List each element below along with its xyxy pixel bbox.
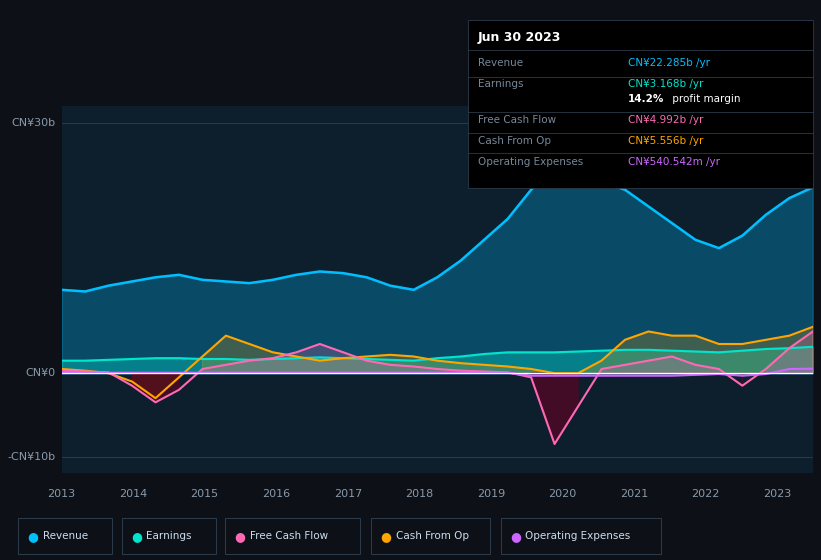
Text: CN¥3.168b /yr: CN¥3.168b /yr	[628, 79, 704, 89]
Text: Cash From Op: Cash From Op	[478, 136, 551, 146]
Text: 2020: 2020	[548, 489, 576, 499]
Text: Cash From Op: Cash From Op	[396, 531, 469, 541]
Text: Revenue: Revenue	[478, 58, 523, 68]
Text: 2014: 2014	[119, 489, 147, 499]
Text: 2017: 2017	[333, 489, 362, 499]
Text: ●: ●	[510, 530, 521, 543]
Text: 2023: 2023	[763, 489, 791, 499]
Text: 2015: 2015	[190, 489, 218, 499]
Text: profit margin: profit margin	[669, 95, 741, 105]
Text: 2018: 2018	[406, 489, 433, 499]
Text: Earnings: Earnings	[146, 531, 191, 541]
Text: 2013: 2013	[48, 489, 76, 499]
Text: 2021: 2021	[620, 489, 648, 499]
Text: Jun 30 2023: Jun 30 2023	[478, 31, 562, 44]
Text: ●: ●	[131, 530, 142, 543]
Text: 2022: 2022	[691, 489, 720, 499]
Text: 14.2%: 14.2%	[628, 95, 664, 105]
Text: Free Cash Flow: Free Cash Flow	[478, 115, 556, 125]
Text: Operating Expenses: Operating Expenses	[478, 157, 583, 167]
Text: 2016: 2016	[262, 489, 291, 499]
Text: Free Cash Flow: Free Cash Flow	[250, 531, 328, 541]
Text: Operating Expenses: Operating Expenses	[525, 531, 631, 541]
Text: CN¥540.542m /yr: CN¥540.542m /yr	[628, 157, 720, 167]
Text: Earnings: Earnings	[478, 79, 523, 89]
Text: ●: ●	[234, 530, 245, 543]
Text: CN¥4.992b /yr: CN¥4.992b /yr	[628, 115, 704, 125]
Text: ●: ●	[380, 530, 392, 543]
Text: CN¥22.285b /yr: CN¥22.285b /yr	[628, 58, 710, 68]
Text: ●: ●	[27, 530, 39, 543]
Text: Revenue: Revenue	[43, 531, 88, 541]
Text: CN¥0: CN¥0	[25, 368, 56, 378]
Text: CN¥30b: CN¥30b	[11, 118, 56, 128]
Text: 2019: 2019	[477, 489, 505, 499]
Text: CN¥5.556b /yr: CN¥5.556b /yr	[628, 136, 704, 146]
Text: -CN¥10b: -CN¥10b	[7, 451, 56, 461]
